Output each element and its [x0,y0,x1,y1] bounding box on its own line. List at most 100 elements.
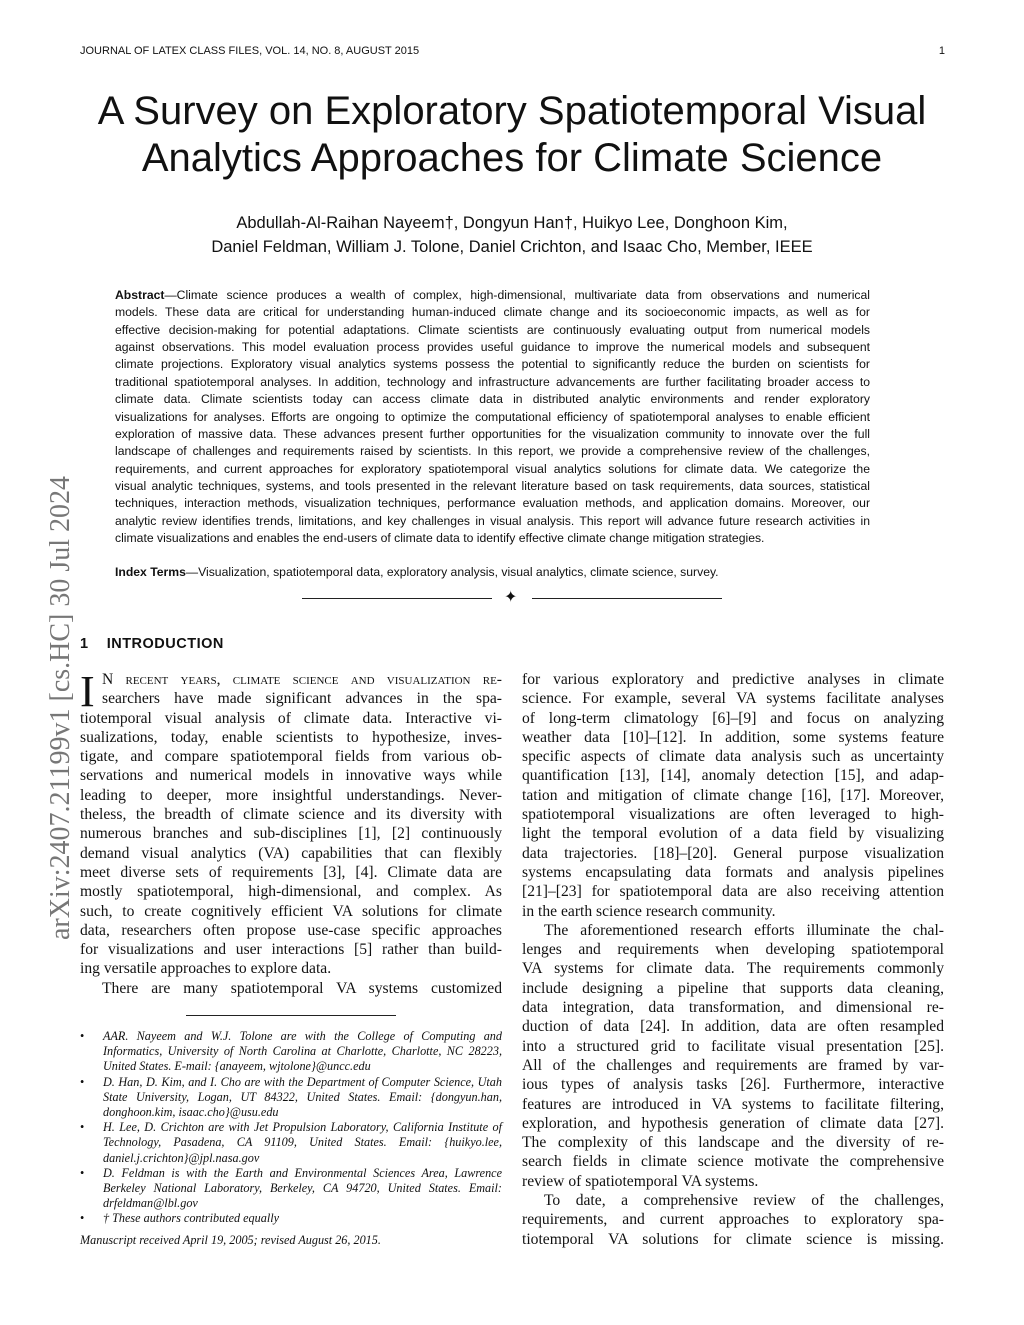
body-text-line: science. For example, several VA systems… [522,690,944,708]
body-text-line: All of the challenges and requirements a… [522,1056,944,1074]
footnote-item: • † These authors contributed equally [80,1211,502,1226]
body-text-line: To date, a comprehensive review of the c… [544,1192,944,1210]
body-text-line: meet diverse sets of requirements [3], [… [80,863,502,881]
body-text-line: duction of data [24]. In addition, data … [522,1018,944,1036]
abstract-line: techniques, interaction methods, visuali… [115,495,870,512]
abstract-line: traditional spatiotemporal analyses. In … [115,374,870,391]
abstract-line: exploration of massive data. These advan… [115,426,870,443]
abstract-line: climate visualizations and enables the e… [115,530,870,547]
arxiv-identifier: arXiv:2407.21199v1 [cs.HC] 30 Jul 2024 [45,475,76,940]
footnote-item: • D. Feldman is with the Earth and Enviro… [80,1166,502,1212]
bullet-icon: • [80,1211,85,1226]
footnote-text: AAR. Nayeem and W.J. Tolone are with the… [103,1029,502,1074]
footnote-text: D. Han, D. Kim, and I. Cho are with the … [103,1074,502,1120]
bullet-icon: • [80,1165,85,1180]
body-text-line: data, researchers often propose use-case… [80,921,502,939]
body-text-line: lenges and requirements when developing … [522,941,944,959]
body-text-line: quantification [13], [14], anomaly detec… [522,767,944,785]
abstract-line: effective decision-making for potential … [115,322,870,339]
abstract-label: Abstract [115,288,165,302]
body-text-line: for visualizations and user interactions… [80,941,502,959]
body-text-line: N recent years, climate science and visu… [102,671,502,688]
abstract-line: visualizations for analyses. Efforts are… [115,409,870,426]
title-line: A Survey on Exploratory Spatiotemporal V… [97,89,927,133]
body-text-line: tiotemporal visual analysis of climate d… [80,709,502,727]
abstract-text: analytic review identifies trends, limit… [115,513,870,528]
abstract-line: visual analytic techniques, systems, and… [115,478,870,495]
body-text-line: search fields in climate science motivat… [522,1153,944,1171]
footnote-item: • AAR. Nayeem and W.J. Tolone are with th… [80,1029,502,1075]
left-column: I N recent years, climate science and vi… [80,670,502,998]
body-text-line: exploration, and hypothesis generation o… [522,1114,944,1132]
footnote-item: • H. Lee, D. Crichton are with Jet Propul… [80,1120,502,1166]
abstract-text: climate visualizations and enables the e… [115,531,765,546]
body-text-line: sualizations, today, enable scientists t… [80,728,502,746]
body-text-line: There are many spatiotemporal VA systems… [102,979,502,997]
body-text-line: light the temporal evolution of a data f… [522,825,944,843]
body-text-line: features are introduced in VA systems to… [522,1095,944,1113]
body-text-line: include designing a pipeline that suppor… [522,979,944,997]
abstract-text: visualizations for analyses. Efforts are… [115,409,870,424]
index-terms: Index Terms—Visualization, spatiotempora… [115,565,870,579]
body-text-line: specific aspects of climate data analysi… [522,748,944,766]
title-line: Analytics Approaches for Climate Science [141,136,883,180]
abstract-line: analytic review identifies trends, limit… [115,513,870,530]
body-text-line: [21]–[23] for spatiotemporal data are al… [522,883,944,901]
paper-title: A Survey on Exploratory Spatiotemporal V… [0,88,1024,182]
abstract-line: models. These data are critical for unde… [115,304,870,321]
abstract-text: climate projections. Exploratory visual … [115,357,870,372]
body-text-line: review of spatiotemporal VA systems. [522,1172,759,1190]
abstract-line: Abstract—Climate science produces a weal… [115,287,870,304]
running-header: JOURNAL OF LATEX CLASS FILES, VOL. 14, N… [80,45,945,57]
footnotes: • AAR. Nayeem and W.J. Tolone are with th… [80,1029,502,1227]
body-text-line: VA systems for climate data. The require… [522,960,944,978]
abstract-text: —Climate science produces a wealth of co… [164,288,870,302]
abstract-line: against observations. This model evaluat… [115,339,870,356]
abstract-line: requirements, and current approaches for… [115,461,870,478]
abstract-line: landscape of challenges and requirements… [115,443,870,460]
right-column: for various exploratory and predictive a… [522,670,944,1249]
body-text-line: in the earth science research community. [522,902,776,920]
journal-name: JOURNAL OF LATEX CLASS FILES, VOL. 14, N… [80,45,420,57]
abstract-text: landscape of challenges and requirements… [115,444,870,459]
body-text-line: data trajectories. [18]–[20]. General pu… [522,844,944,862]
body-text-line: such, to create cognitively efficient VA… [80,902,502,920]
diamond-icon: ✦ [504,589,518,606]
body-text-line: of long-term climatology [6]–[9] and foc… [522,709,944,727]
section-number: 1 [80,636,89,652]
page-number: 1 [938,45,945,57]
body-text-line: into a structured grid to facilitate vis… [522,1037,944,1055]
abstract-line: climate projections. Exploratory visual … [115,356,870,373]
body-text-line: tiotemporal VA solutions for climate sci… [522,1230,944,1248]
footnote-rule [186,1015,396,1016]
footnote-text: D. Feldman is with the Earth and Environ… [103,1165,502,1211]
author-list: Abdullah-Al-Raihan Nayeem†, Dongyun Han†… [0,211,1024,259]
bullet-icon: • [80,1120,85,1135]
bullet-icon: • [80,1029,85,1043]
body-text-line: ing versatile approaches to explore data… [80,960,332,978]
body-text-line: numerous branches and sub-disciplines [1… [80,825,502,843]
index-terms-text: —Visualization, spatiotemporal data, exp… [185,565,719,579]
body-text-line: The complexity of this landscape and the… [522,1134,944,1152]
abstract-text: exploration of massive data. These advan… [115,426,870,441]
abstract-text: against observations. This model evaluat… [115,340,870,355]
abstract-text: traditional spatiotemporal analyses. In … [115,374,870,389]
section-separator: ✦ [302,589,722,606]
body-text-line: tigate, and compare spatiotemporal field… [80,748,502,766]
index-terms-label: Index Terms [115,565,186,579]
body-text-line: systems encapsulating data formats and a… [522,863,944,881]
body-text-line: demand visual analytics (VA) capabilitie… [80,844,502,862]
drop-cap: I [80,667,95,716]
body-text-line: theless, the breadth of climate science … [80,806,502,824]
abstract-text: techniques, interaction methods, visuali… [115,496,870,511]
abstract-text: climate data. Climate scientists today c… [115,392,870,407]
abstract-text: requirements, and current approaches for… [115,461,870,476]
body-text-line: data integration, data transformation, a… [522,999,944,1017]
body-text-line: servations and numerical models in innov… [80,767,502,785]
bullet-icon: • [80,1074,85,1089]
footnote-text: † These authors contributed equally [103,1211,280,1226]
body-text-line: The aforementioned research efforts illu… [544,921,944,939]
body-text-line: weather data [10]–[12]. In addition, som… [522,728,944,746]
body-text-line: requirements, and current approaches to … [522,1211,944,1229]
body-text-line: for various exploratory and predictive a… [522,671,944,688]
